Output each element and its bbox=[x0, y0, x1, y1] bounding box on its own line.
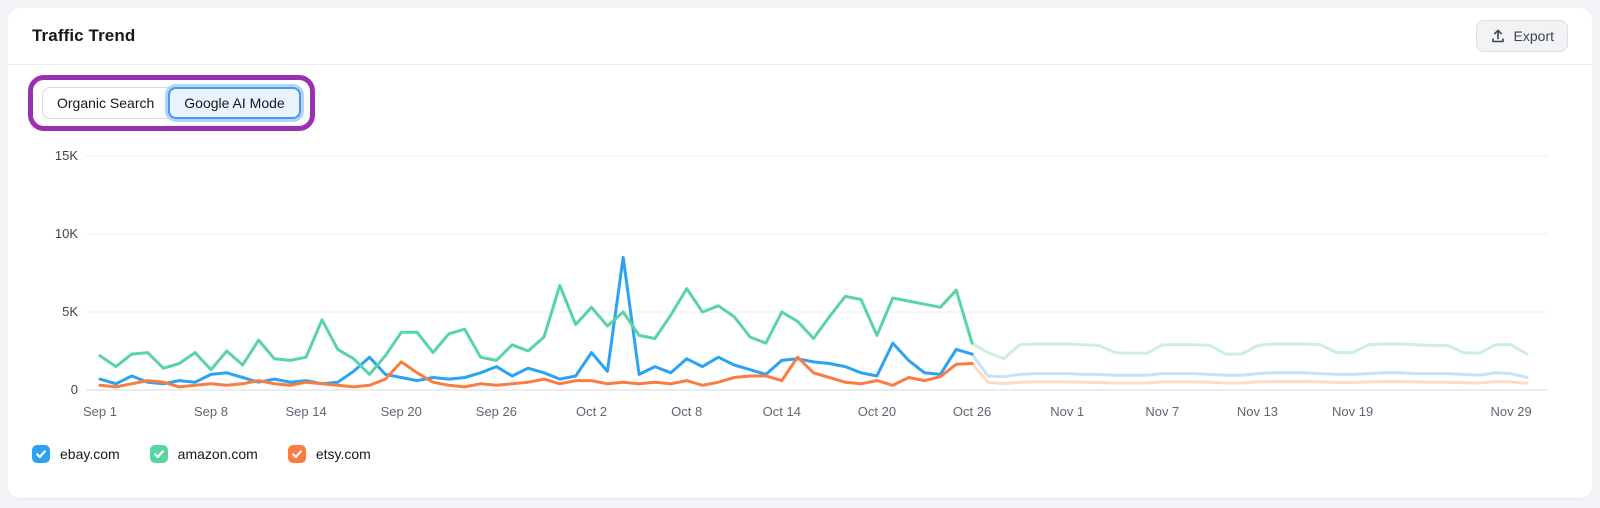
page-title: Traffic Trend bbox=[32, 26, 136, 45]
x-axis-label: Oct 26 bbox=[953, 404, 991, 419]
card-header: Traffic Trend Export bbox=[8, 8, 1592, 65]
legend-item-etsy.com[interactable]: etsy.com bbox=[287, 445, 371, 463]
x-axis-label: Oct 14 bbox=[763, 404, 801, 419]
y-axis-label: 0 bbox=[71, 382, 78, 397]
x-axis-label: Oct 2 bbox=[576, 404, 607, 419]
export-button-label: Export bbox=[1513, 28, 1554, 44]
y-axis-label: 10K bbox=[55, 226, 78, 241]
chart-legend: ebay.com amazon.com etsy.com bbox=[8, 439, 1592, 463]
legend-checkbox-amazon.com[interactable] bbox=[149, 445, 168, 463]
series-line-ebay.com[interactable] bbox=[98, 255, 974, 386]
y-axis-label: 5K bbox=[62, 304, 78, 319]
x-axis-label: Oct 20 bbox=[858, 404, 896, 419]
x-axis-label: Sep 8 bbox=[194, 404, 228, 419]
legend-item-amazon.com[interactable]: amazon.com bbox=[149, 445, 258, 463]
legend-label: etsy.com bbox=[315, 446, 371, 462]
toggle-google-ai-mode[interactable]: Google AI Mode bbox=[168, 87, 301, 119]
legend-checkbox-etsy.com[interactable] bbox=[287, 445, 306, 463]
export-button[interactable]: Export bbox=[1475, 20, 1568, 52]
trend-chart[interactable]: 15K 10K 5K 0 Sep 1 Sep 8 Sep 14 Sep 20 Sep 26 Oct… bbox=[8, 141, 1592, 439]
x-axis-label: Sep 26 bbox=[476, 404, 517, 419]
x-axis-label: Sep 20 bbox=[381, 404, 422, 419]
series-line-forecast-amazon.com[interactable] bbox=[970, 341, 1529, 361]
legend-label: amazon.com bbox=[177, 446, 258, 462]
x-axis-label: Nov 29 bbox=[1491, 404, 1532, 419]
x-axis-label: Nov 7 bbox=[1145, 404, 1179, 419]
export-icon bbox=[1490, 28, 1506, 44]
legend-label: ebay.com bbox=[60, 446, 120, 462]
traffic-source-toggle: Organic Search Google AI Mode bbox=[42, 87, 301, 119]
x-axis-label: Nov 19 bbox=[1332, 404, 1373, 419]
toggle-organic-search[interactable]: Organic Search bbox=[42, 87, 169, 119]
x-axis-label: Nov 1 bbox=[1050, 404, 1084, 419]
legend-item-ebay.com[interactable]: ebay.com bbox=[32, 445, 120, 463]
series-line-forecast-ebay.com[interactable] bbox=[970, 352, 1529, 379]
x-axis-label: Sep 14 bbox=[286, 404, 327, 419]
x-axis-label: Nov 13 bbox=[1237, 404, 1278, 419]
annotation-highlight-ring: Organic Search Google AI Mode bbox=[28, 75, 315, 131]
traffic-trend-card: Traffic Trend Export Organic Search Goog… bbox=[8, 8, 1592, 498]
trend-chart-svg[interactable]: 15K 10K 5K 0 Sep 1 Sep 8 Sep 14 Sep 20 Sep 26 Oct… bbox=[8, 141, 1592, 439]
series-line-amazon.com[interactable] bbox=[98, 284, 974, 376]
x-axis-label: Oct 8 bbox=[671, 404, 702, 419]
series-line-forecast-etsy.com[interactable] bbox=[970, 362, 1529, 386]
x-axis-label: Sep 1 bbox=[83, 404, 117, 419]
legend-checkbox-ebay.com[interactable] bbox=[32, 445, 50, 463]
series-line-etsy.com[interactable] bbox=[98, 355, 974, 389]
view-toggle-row: Organic Search Google AI Mode bbox=[8, 65, 1592, 141]
y-axis-label: 15K bbox=[55, 148, 78, 163]
